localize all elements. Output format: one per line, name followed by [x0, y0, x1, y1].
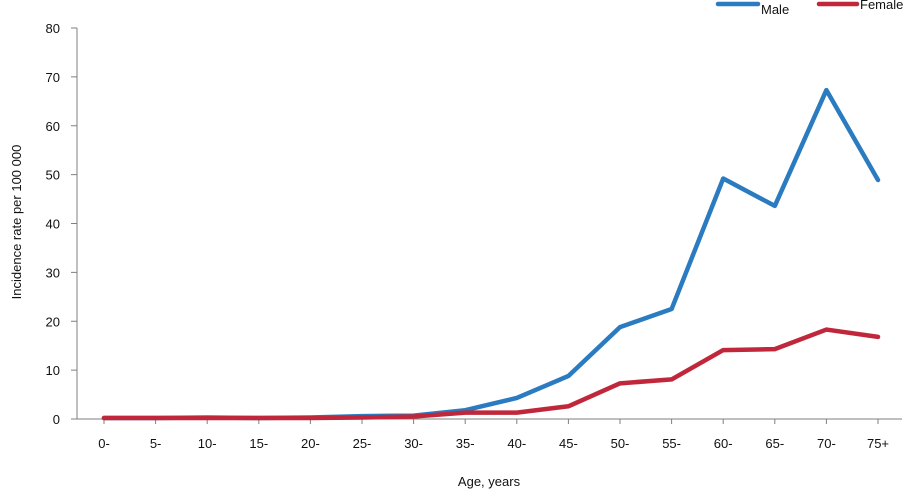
legend-label-male: Male	[761, 2, 789, 17]
x-tick-label: 30-	[404, 436, 423, 451]
x-tick-label: 10-	[198, 436, 217, 451]
x-tick-label: 15-	[249, 436, 268, 451]
x-tick-label: 40-	[507, 436, 526, 451]
legend: Male Female	[715, 0, 903, 17]
y-axis-label: Incidence rate per 100 000	[9, 145, 24, 300]
y-tick-label: 60	[46, 119, 60, 134]
x-tick-label: 45-	[559, 436, 578, 451]
y-tick-label: 70	[46, 70, 60, 85]
x-tick-label: 5-	[150, 436, 162, 451]
x-tick-label: 25-	[353, 436, 372, 451]
y-tick-label: 80	[46, 21, 60, 36]
series-line-male	[101, 87, 881, 421]
y-tick-label: 30	[46, 265, 60, 280]
x-axis-ticks: 0- 5- 10- 15- 20- 25- 30- 35- 40- 45- 50- 55- 60- 65-…	[98, 419, 889, 451]
x-tick-label: 65-	[765, 436, 784, 451]
x-tick-label: 75+	[867, 436, 889, 451]
x-tick-label: 55-	[662, 436, 681, 451]
series-lines	[101, 87, 881, 421]
x-axis-label: Age, years	[458, 474, 521, 489]
y-tick-label: 40	[46, 217, 60, 232]
y-tick-label: 0	[53, 412, 60, 427]
y-axis-ticks: 0 10 20 30 40 50 60 70 80	[46, 21, 77, 427]
legend-label-female: Female	[860, 0, 903, 12]
y-tick-label: 10	[46, 363, 60, 378]
x-tick-label: 20-	[301, 436, 320, 451]
x-tick-label: 60-	[714, 436, 733, 451]
x-tick-label: 35-	[456, 436, 475, 451]
x-tick-label: 50-	[611, 436, 630, 451]
series-line-female	[101, 327, 881, 421]
y-tick-label: 50	[46, 168, 60, 183]
x-tick-label: 0-	[98, 436, 110, 451]
x-tick-label: 70-	[817, 436, 836, 451]
y-tick-label: 20	[46, 314, 60, 329]
